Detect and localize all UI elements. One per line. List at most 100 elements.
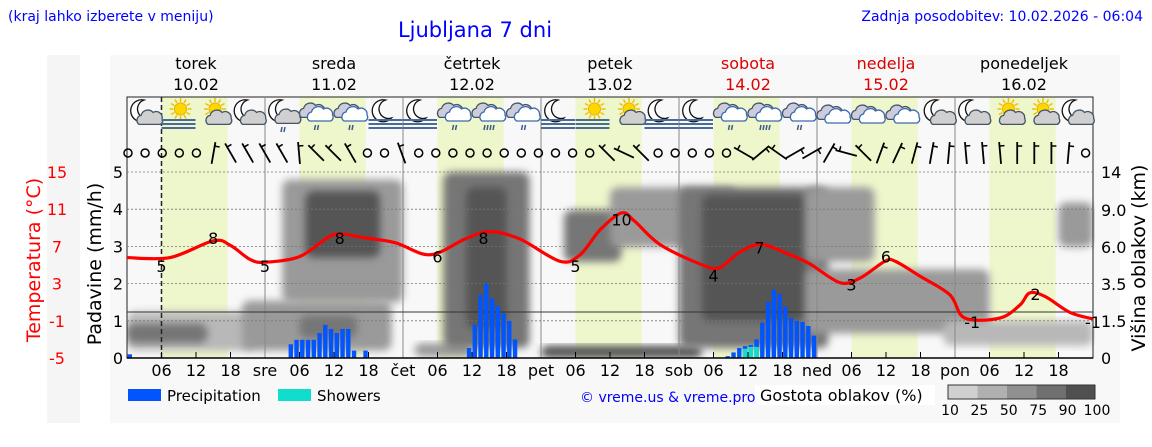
cloud-patch — [702, 195, 806, 321]
precipitation-bar — [490, 298, 494, 358]
cloud-patch — [806, 187, 875, 262]
cloud-patch — [541, 346, 702, 358]
day-date: 16.02 — [1001, 75, 1047, 94]
rain-drop — [729, 125, 730, 130]
temp-tick: 3 — [52, 275, 62, 294]
rain-drop — [763, 125, 764, 130]
precipitation-bar — [289, 344, 293, 358]
precipitation-bar — [467, 348, 471, 358]
density-swatch — [1036, 385, 1065, 399]
temperature-label: 5 — [260, 257, 270, 276]
day-abbr-tick: sre — [253, 361, 277, 380]
legend-showers-label: Showers — [317, 387, 381, 405]
credit-link[interactable]: © vreme.us & vreme.pro — [580, 390, 755, 406]
precip-tick: 2 — [113, 275, 123, 294]
day-abbr-tick: pet — [528, 361, 554, 380]
location-hint-link[interactable]: (kraj lahko izberete v meniju) — [8, 9, 214, 25]
precipitation-bar — [789, 318, 793, 358]
precipitation-bar — [329, 329, 333, 358]
precipitation-bar — [496, 306, 500, 358]
precipitation-bar — [772, 290, 776, 358]
precipitation-bar — [812, 336, 816, 358]
temperature-label: 8 — [478, 229, 488, 248]
density-swatch — [1066, 385, 1095, 399]
sun-disc — [175, 103, 187, 115]
hour-tick: 06 — [151, 361, 171, 380]
precipitation-bar — [501, 313, 505, 358]
day-abbr-tick: ned — [802, 361, 832, 380]
precipitation-bar — [795, 321, 799, 358]
density-tick: 10 — [941, 403, 959, 419]
temperature-label: 4 — [708, 266, 718, 285]
cloud-height-tick: 6.0 — [1101, 238, 1126, 257]
precip-tick: 5 — [113, 163, 123, 182]
precipitation-bar — [352, 351, 356, 358]
density-tick: 100 — [1084, 403, 1111, 419]
precipitation-bar — [306, 340, 310, 358]
precipitation-bar — [323, 325, 327, 358]
precipitation-bar — [507, 321, 511, 358]
precip-tick: 4 — [113, 200, 123, 219]
cloud-height-tick: 0 — [1101, 349, 1111, 368]
precipitation-bar — [766, 302, 770, 358]
hour-tick: 18 — [634, 361, 654, 380]
day-abbr-tick: pon — [940, 361, 970, 380]
cloud-patch — [127, 323, 208, 343]
density-swatch — [1007, 385, 1036, 399]
precipitation-bar — [346, 329, 350, 358]
day-name: sreda — [312, 54, 356, 73]
precip-tick: 1 — [113, 312, 123, 331]
hour-tick: 18 — [358, 361, 378, 380]
precipitation-bar — [478, 295, 482, 358]
rain-drop — [801, 125, 802, 130]
temperature-label: 7 — [754, 238, 764, 257]
day-date: 15.02 — [863, 75, 909, 94]
day-date: 10.02 — [173, 75, 219, 94]
temperature-label: 5 — [156, 257, 166, 276]
day-date: 11.02 — [311, 75, 357, 94]
temperature-label: -1 — [964, 313, 980, 332]
density-tick: 25 — [970, 403, 988, 419]
precipitation-bar — [300, 340, 304, 358]
day-date: 13.02 — [587, 75, 633, 94]
density-scale-title: Gostota oblakov (%) — [760, 386, 923, 405]
day-date: 12.02 — [449, 75, 495, 94]
temperature-label: 5 — [570, 257, 580, 276]
precipitation-bar — [760, 323, 764, 358]
rain-drop — [318, 125, 319, 130]
hour-tick: 06 — [979, 361, 999, 380]
sun-disc — [589, 103, 601, 115]
showers-bar — [749, 347, 753, 358]
hour-tick: 12 — [600, 361, 620, 380]
legend-precipitation-swatch — [128, 389, 161, 401]
hour-tick: 06 — [841, 361, 861, 380]
precip-axis-title: Padavine (mm/h) — [84, 183, 106, 346]
legend-showers-swatch — [278, 389, 311, 401]
rain-drop — [522, 125, 523, 130]
density-swatch — [977, 385, 1006, 399]
rain-drop — [525, 125, 526, 130]
hour-tick: 18 — [910, 361, 930, 380]
precip-tick: 0 — [113, 349, 123, 368]
rain-drop — [349, 125, 350, 130]
day-name: sobota — [721, 54, 775, 73]
precipitation-bar — [363, 351, 367, 358]
barb-feather — [215, 146, 220, 147]
hour-tick: 06 — [427, 361, 447, 380]
hour-tick: 06 — [289, 361, 309, 380]
legend-precipitation-label: Precipitation — [167, 387, 261, 405]
day-abbr-tick: sob — [665, 361, 693, 380]
rain-drop — [490, 125, 491, 130]
day-abbr-tick: čet — [391, 361, 416, 380]
rain-drop — [798, 125, 799, 130]
density-tick: 75 — [1029, 403, 1047, 419]
hour-tick: 12 — [876, 361, 896, 380]
barb-feather — [933, 146, 938, 147]
rain-drop — [487, 125, 488, 130]
day-name: ponedeljek — [980, 54, 1069, 73]
rain-drop — [484, 125, 485, 130]
hour-tick: 06 — [565, 361, 585, 380]
density-swatch — [948, 385, 977, 399]
day-name: četrtek — [444, 54, 502, 73]
